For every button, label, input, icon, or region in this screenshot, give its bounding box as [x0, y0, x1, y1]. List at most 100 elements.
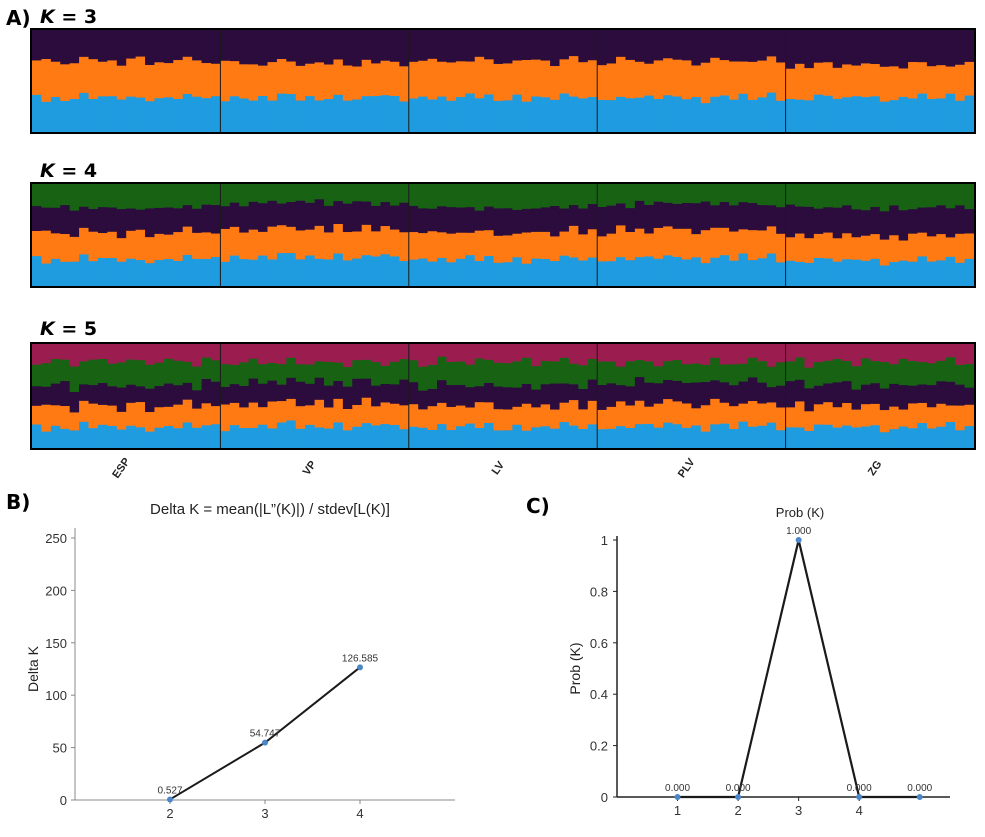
- admixture-segment: [465, 386, 476, 408]
- admixture-segment: [757, 382, 768, 404]
- admixture-segment: [88, 384, 99, 404]
- admixture-segment: [210, 359, 221, 382]
- admixture-segment: [69, 98, 80, 133]
- admixture-segment: [201, 232, 212, 259]
- admixture-segment: [710, 379, 721, 399]
- admixture-segment: [135, 259, 146, 287]
- admixture-segment: [173, 404, 184, 429]
- admixture-segment: [248, 402, 259, 428]
- admixture-segment: [220, 60, 231, 102]
- admixture-segment: [333, 380, 344, 399]
- admixture-segment: [352, 258, 363, 287]
- admixture-segment: [314, 61, 325, 101]
- admixture-segment: [145, 184, 156, 209]
- admixture-segment: [936, 259, 947, 287]
- admixture-segment: [418, 366, 429, 391]
- admixture-segment: [842, 232, 853, 260]
- admixture-segment: [145, 344, 156, 365]
- admixture-segment: [493, 408, 504, 431]
- admixture-segment: [587, 358, 598, 380]
- admixture-segment: [60, 30, 71, 65]
- admixture-segment: [371, 205, 382, 232]
- admixture-segment: [210, 233, 221, 258]
- admixture-segment: [550, 409, 561, 429]
- admixture-segment: [559, 383, 570, 403]
- admixture-segment: [550, 260, 561, 287]
- admixture-segment: [107, 207, 118, 232]
- admixture-segment: [681, 60, 692, 100]
- admixture-segment: [663, 94, 674, 133]
- admixture-segment: [597, 344, 608, 362]
- admixture-segment: [681, 202, 692, 229]
- admixture-segment: [729, 99, 740, 133]
- admixture-segment: [154, 406, 165, 428]
- admixture-segment: [700, 30, 711, 63]
- admixture-segment: [653, 227, 664, 259]
- prob-k-series-line: [677, 539, 920, 799]
- prob-k-point: [795, 537, 802, 543]
- admixture-segment: [163, 383, 174, 407]
- admixture-segment: [192, 258, 203, 287]
- admixture-segment: [192, 96, 203, 133]
- admixture-segment: [324, 184, 335, 206]
- admixture-segment: [484, 422, 495, 449]
- admixture-segment: [154, 97, 165, 133]
- admixture-segment: [389, 229, 400, 257]
- admixture-segment: [681, 363, 692, 383]
- admixture-segment: [286, 357, 297, 378]
- admixture-segment: [889, 205, 900, 236]
- admixture-segment: [107, 95, 118, 133]
- admixture-segment: [766, 366, 777, 388]
- admixture-segment: [465, 184, 476, 208]
- admixture-segment: [738, 61, 749, 94]
- admixture-segment: [88, 344, 99, 360]
- admixture-segment: [625, 344, 636, 362]
- admixture-segment: [663, 202, 674, 227]
- admixture-segment: [399, 101, 410, 133]
- admixture-segment: [795, 379, 806, 402]
- admixture-segment: [474, 427, 485, 449]
- admixture-segment: [418, 232, 429, 259]
- admixture-segment: [813, 361, 824, 386]
- admixture-segment: [616, 30, 627, 57]
- admixture-segment: [116, 65, 127, 100]
- admixture-segment: [804, 344, 815, 368]
- admixture-segment: [182, 399, 193, 423]
- admixture-segment: [135, 344, 146, 361]
- admixture-segment: [229, 344, 240, 365]
- admixture-segment: [182, 184, 193, 206]
- admixture-segment: [964, 95, 975, 133]
- admixture-segment: [945, 405, 956, 423]
- admixture-segment: [738, 363, 749, 382]
- admixture-segment: [597, 184, 608, 207]
- admixture-segment: [239, 258, 250, 287]
- admixture-segment: [568, 184, 579, 206]
- admixture-segment: [79, 384, 90, 401]
- admixture-segment: [333, 253, 344, 287]
- admixture-segment: [455, 361, 466, 385]
- x-tick-label: 4: [856, 803, 863, 818]
- admixture-segment: [606, 233, 617, 262]
- admixture-segment: [116, 429, 127, 449]
- y-tick-label: 150: [45, 636, 67, 651]
- admixture-segment: [69, 261, 80, 287]
- admixture-segment: [352, 200, 363, 232]
- admixture-segment: [870, 344, 881, 362]
- admixture-segment: [60, 428, 71, 449]
- admixture-segment: [79, 184, 90, 207]
- admixture-segment: [898, 184, 909, 211]
- admixture-segment: [578, 388, 589, 410]
- admixture-segment: [842, 30, 853, 65]
- admixture-segment: [757, 425, 768, 449]
- admixture-segment: [625, 207, 636, 233]
- y-axis-label: Delta K: [25, 645, 41, 692]
- admixture-segment: [361, 359, 372, 379]
- admixture-segment: [229, 30, 240, 62]
- admixture-segment: [870, 95, 881, 133]
- admixture-segment: [50, 30, 61, 62]
- admixture-segment: [926, 344, 937, 364]
- admixture-segment: [813, 62, 824, 95]
- admixture-segment: [879, 409, 890, 433]
- admixture-segment: [314, 30, 325, 63]
- admixture-segment: [870, 360, 881, 384]
